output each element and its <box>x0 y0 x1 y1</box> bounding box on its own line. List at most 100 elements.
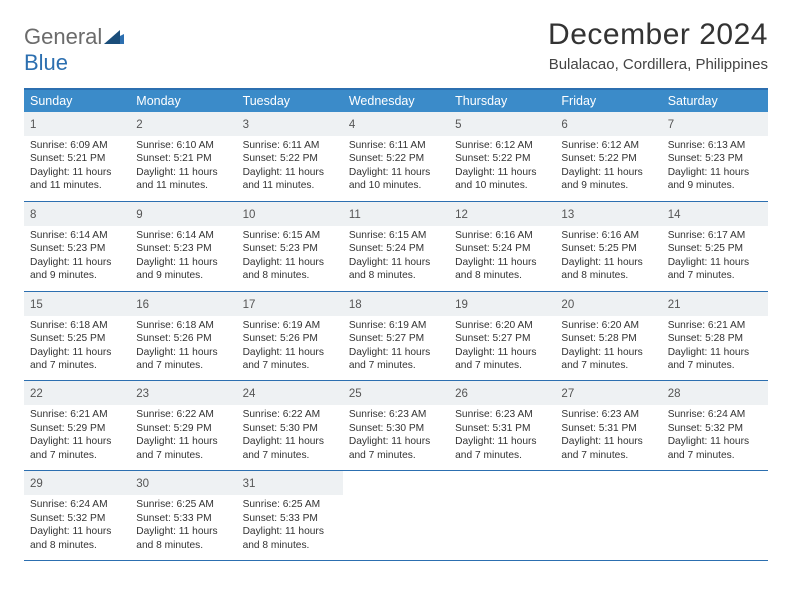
header: General Blue December 2024 Bulalacao, Co… <box>24 18 768 76</box>
dow-header: Sunday <box>24 90 130 112</box>
day-content: Sunrise: 6:17 AMSunset: 5:25 PMDaylight:… <box>662 226 768 291</box>
day-cell: 17Sunrise: 6:19 AMSunset: 5:26 PMDayligh… <box>237 292 343 381</box>
day-cell: 16Sunrise: 6:18 AMSunset: 5:26 PMDayligh… <box>130 292 236 381</box>
day-number: 5 <box>455 119 461 131</box>
day-line-ss: Sunset: 5:24 PM <box>349 242 443 255</box>
day-line-d1: Daylight: 11 hours <box>243 346 337 359</box>
day-content: Sunrise: 6:20 AMSunset: 5:28 PMDaylight:… <box>555 316 661 381</box>
day-content: Sunrise: 6:16 AMSunset: 5:25 PMDaylight:… <box>555 226 661 291</box>
day-line-sr: Sunrise: 6:23 AM <box>455 408 549 421</box>
day-cell: 4Sunrise: 6:11 AMSunset: 5:22 PMDaylight… <box>343 112 449 201</box>
day-number-bar: 1 <box>24 112 130 136</box>
day-line-d2: and 7 minutes. <box>136 359 230 372</box>
day-line-d1: Daylight: 11 hours <box>455 346 549 359</box>
day-line-d1: Daylight: 11 hours <box>349 256 443 269</box>
day-line-ss: Sunset: 5:30 PM <box>243 422 337 435</box>
day-line-d1: Daylight: 11 hours <box>243 525 337 538</box>
day-line-d2: and 9 minutes. <box>668 179 762 192</box>
day-cell: 25Sunrise: 6:23 AMSunset: 5:30 PMDayligh… <box>343 381 449 470</box>
day-content: Sunrise: 6:11 AMSunset: 5:22 PMDaylight:… <box>237 136 343 201</box>
day-line-d1: Daylight: 11 hours <box>561 346 655 359</box>
day-line-d2: and 7 minutes. <box>668 449 762 462</box>
day-cell: 19Sunrise: 6:20 AMSunset: 5:27 PMDayligh… <box>449 292 555 381</box>
day-line-ss: Sunset: 5:26 PM <box>243 332 337 345</box>
day-line-d1: Daylight: 11 hours <box>349 435 443 448</box>
day-line-d2: and 7 minutes. <box>243 449 337 462</box>
day-number: 12 <box>455 209 468 221</box>
dow-header: Saturday <box>662 90 768 112</box>
day-content: Sunrise: 6:15 AMSunset: 5:24 PMDaylight:… <box>343 226 449 291</box>
day-line-d1: Daylight: 11 hours <box>455 256 549 269</box>
day-line-ss: Sunset: 5:23 PM <box>136 242 230 255</box>
day-content: Sunrise: 6:25 AMSunset: 5:33 PMDaylight:… <box>130 495 236 560</box>
day-line-d2: and 7 minutes. <box>455 359 549 372</box>
day-number-bar: 23 <box>130 381 236 405</box>
day-line-sr: Sunrise: 6:18 AM <box>30 319 124 332</box>
day-line-d2: and 7 minutes. <box>349 449 443 462</box>
day-line-d1: Daylight: 11 hours <box>668 166 762 179</box>
day-number-bar: 29 <box>24 471 130 495</box>
day-line-ss: Sunset: 5:22 PM <box>561 152 655 165</box>
day-line-d1: Daylight: 11 hours <box>30 256 124 269</box>
day-line-sr: Sunrise: 6:11 AM <box>243 139 337 152</box>
day-content: Sunrise: 6:21 AMSunset: 5:28 PMDaylight:… <box>662 316 768 381</box>
day-number: 6 <box>561 119 567 131</box>
day-line-sr: Sunrise: 6:23 AM <box>349 408 443 421</box>
day-line-d1: Daylight: 11 hours <box>243 166 337 179</box>
day-number: 31 <box>243 478 256 490</box>
day-line-sr: Sunrise: 6:24 AM <box>30 498 124 511</box>
day-line-ss: Sunset: 5:28 PM <box>668 332 762 345</box>
day-number: 2 <box>136 119 142 131</box>
day-of-week-header-row: SundayMondayTuesdayWednesdayThursdayFrid… <box>24 90 768 112</box>
day-line-ss: Sunset: 5:26 PM <box>136 332 230 345</box>
day-content: Sunrise: 6:11 AMSunset: 5:22 PMDaylight:… <box>343 136 449 201</box>
day-number-bar: 25 <box>343 381 449 405</box>
day-line-ss: Sunset: 5:27 PM <box>349 332 443 345</box>
day-line-d2: and 10 minutes. <box>455 179 549 192</box>
day-line-d1: Daylight: 11 hours <box>455 435 549 448</box>
day-line-ss: Sunset: 5:32 PM <box>30 512 124 525</box>
day-content: Sunrise: 6:21 AMSunset: 5:29 PMDaylight:… <box>24 405 130 470</box>
day-line-d1: Daylight: 11 hours <box>349 166 443 179</box>
day-cell: 22Sunrise: 6:21 AMSunset: 5:29 PMDayligh… <box>24 381 130 470</box>
day-number: 3 <box>243 119 249 131</box>
day-cell: 26Sunrise: 6:23 AMSunset: 5:31 PMDayligh… <box>449 381 555 470</box>
day-number: 9 <box>136 209 142 221</box>
day-line-d2: and 11 minutes. <box>136 179 230 192</box>
day-line-ss: Sunset: 5:25 PM <box>30 332 124 345</box>
day-cell: 2Sunrise: 6:10 AMSunset: 5:21 PMDaylight… <box>130 112 236 201</box>
day-line-d1: Daylight: 11 hours <box>668 346 762 359</box>
day-line-ss: Sunset: 5:25 PM <box>668 242 762 255</box>
day-number: 29 <box>30 478 43 490</box>
day-line-sr: Sunrise: 6:21 AM <box>30 408 124 421</box>
day-number: 23 <box>136 388 149 400</box>
day-number-bar: 22 <box>24 381 130 405</box>
day-number: 14 <box>668 209 681 221</box>
day-content: Sunrise: 6:18 AMSunset: 5:25 PMDaylight:… <box>24 316 130 381</box>
day-line-d1: Daylight: 11 hours <box>243 256 337 269</box>
day-number: 18 <box>349 299 362 311</box>
day-cell: 18Sunrise: 6:19 AMSunset: 5:27 PMDayligh… <box>343 292 449 381</box>
day-cell: 24Sunrise: 6:22 AMSunset: 5:30 PMDayligh… <box>237 381 343 470</box>
brand-text: General Blue <box>24 24 124 76</box>
month-title: December 2024 <box>548 18 768 52</box>
day-line-d1: Daylight: 11 hours <box>668 256 762 269</box>
day-cell: 15Sunrise: 6:18 AMSunset: 5:25 PMDayligh… <box>24 292 130 381</box>
day-number-bar: 3 <box>237 112 343 136</box>
day-line-d2: and 11 minutes. <box>243 179 337 192</box>
day-line-d2: and 8 minutes. <box>561 269 655 282</box>
day-content: Sunrise: 6:13 AMSunset: 5:23 PMDaylight:… <box>662 136 768 201</box>
day-line-sr: Sunrise: 6:16 AM <box>561 229 655 242</box>
day-cell: 30Sunrise: 6:25 AMSunset: 5:33 PMDayligh… <box>130 471 236 560</box>
day-content: Sunrise: 6:16 AMSunset: 5:24 PMDaylight:… <box>449 226 555 291</box>
day-cell: 13Sunrise: 6:16 AMSunset: 5:25 PMDayligh… <box>555 202 661 291</box>
day-number-bar: 30 <box>130 471 236 495</box>
title-block: December 2024 Bulalacao, Cordillera, Phi… <box>548 18 768 73</box>
day-line-sr: Sunrise: 6:10 AM <box>136 139 230 152</box>
day-number-bar: 12 <box>449 202 555 226</box>
day-content: Sunrise: 6:19 AMSunset: 5:26 PMDaylight:… <box>237 316 343 381</box>
day-number: 11 <box>349 209 361 221</box>
day-line-d2: and 9 minutes. <box>136 269 230 282</box>
day-cell: 3 Sunrise: 6:11 AMSunset: 5:22 PMDaylight… <box>237 112 343 201</box>
day-content: Sunrise: 6:22 AMSunset: 5:29 PMDaylight:… <box>130 405 236 470</box>
